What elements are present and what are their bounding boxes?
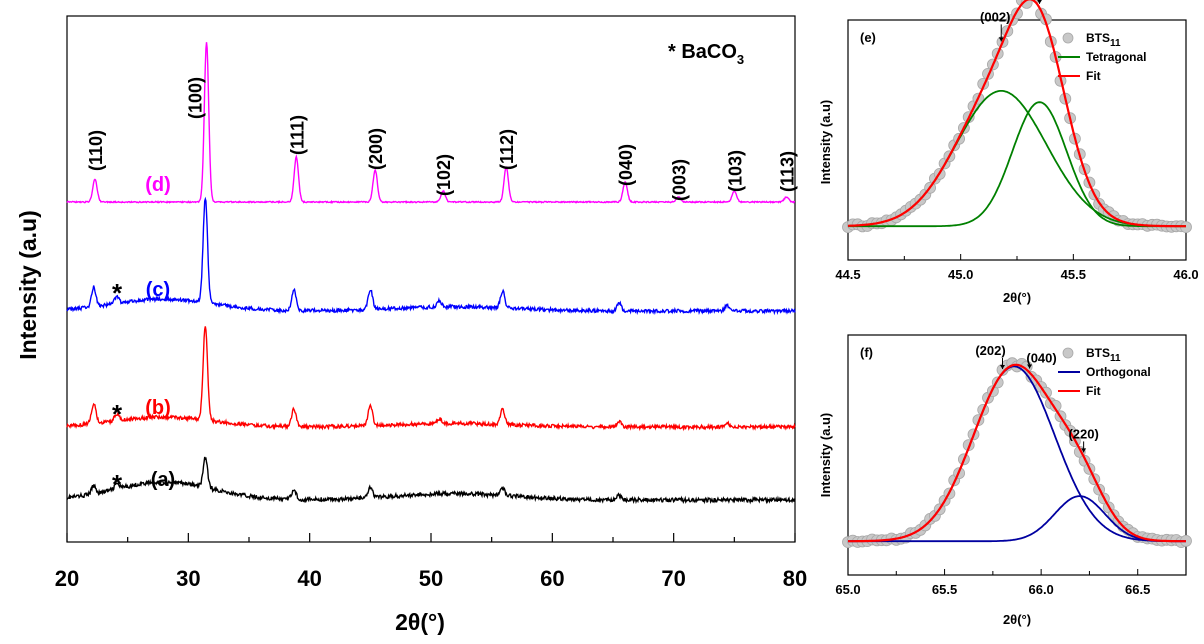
peak-label: (102): [434, 154, 454, 196]
e-x-tick-label: 45.5: [1061, 267, 1086, 282]
e-legend-label: BTS11: [1086, 31, 1121, 49]
series-line-2: [67, 199, 795, 313]
peak-label: (110): [86, 130, 106, 171]
panel-f-x-ticks: 65.0 65.5 66.0 66.5: [835, 569, 1150, 597]
e-legend-label: Tetragonal: [1086, 50, 1146, 64]
panel-e-y-axis-label: Intensity (a.u): [818, 100, 833, 185]
e-x-tick-label: 44.5: [835, 267, 860, 282]
f-legend-label: Fit: [1086, 384, 1101, 398]
panel-e-x-axis-label: 2θ(°): [1003, 290, 1031, 305]
f-component-curve-0: [848, 366, 1186, 541]
main-x-tick-label: 40: [297, 566, 321, 591]
panel-e-x-ticks: 44.5 45.0 45.5 46.0: [835, 254, 1198, 282]
main-x-tick-label: 70: [661, 566, 685, 591]
peak-label: (040): [616, 144, 636, 186]
panel-f-plot: [843, 358, 1192, 548]
e-legend-label: Fit: [1086, 69, 1101, 83]
series-label-0: (a): [151, 469, 175, 491]
f-legend-label: Orthogonal: [1086, 365, 1151, 379]
main-peak-labels: (110) (100) (111) (200) (102) (112) (040) (003)…: [86, 77, 798, 201]
panel-e: (e) 44.545.045.546.0 (002)(200) BTS11Tet…: [818, 0, 1199, 305]
e-x-tick-label: 45.0: [948, 267, 973, 282]
series-line-1: [67, 326, 795, 428]
main-x-tick-label: 60: [540, 566, 564, 591]
panel-f: (f) 65.0 65.5 66.0 66.5 (202) (040) (220) BTS…: [818, 335, 1192, 627]
main-x-tick-label: 20: [55, 566, 79, 591]
main-x-tick-label: 30: [176, 566, 200, 591]
baco3-legend-note: * BaCO3: [668, 41, 744, 67]
main-x-axis-label: 2θ(°): [395, 609, 445, 635]
baco3-star-marker: *: [112, 399, 123, 429]
main-y-axis-label: Intensity (a.u): [15, 210, 41, 360]
e-component-curve-0: [848, 91, 1186, 226]
main-x-tick-label: 80: [783, 566, 807, 591]
main-xrd-panel: 20 30 40 50 60 70 80 (110) (100) (111) (200) (102)…: [15, 16, 807, 635]
panel-e-plot: [843, 0, 1192, 233]
f-fit-curve: [848, 365, 1186, 541]
inset-peak-label: (002): [980, 9, 1010, 24]
inset-peak-label: (040): [1026, 351, 1056, 366]
main-plot-frame: [67, 16, 795, 542]
series-line-0: [67, 457, 795, 502]
f-legend-label: BTS11: [1086, 346, 1121, 364]
f-legend-marker: [1063, 348, 1073, 358]
series-label-3: (d): [145, 174, 171, 196]
panel-f-tag: (f): [860, 345, 873, 360]
peak-label: (103): [725, 150, 745, 192]
peak-label: (111): [287, 115, 307, 155]
e-fit-curve: [848, 0, 1186, 226]
panel-f-x-axis-label: 2θ(°): [1003, 612, 1031, 627]
f-x-tick-label: 66.0: [1028, 582, 1053, 597]
panel-e-tag: (e): [860, 30, 876, 45]
e-x-tick-label: 46.0: [1173, 267, 1198, 282]
series-label-2: (c): [146, 279, 170, 301]
peak-label: (113): [778, 151, 798, 192]
main-series-group: [67, 42, 795, 502]
f-x-tick-label: 65.5: [932, 582, 957, 597]
peak-label: (200): [366, 128, 386, 170]
main-series-labels: (a) (b) (c) (d): [145, 174, 175, 491]
baco3-star-marker: *: [112, 278, 123, 308]
peak-label: (100): [185, 77, 205, 119]
baco3-star-marker: *: [112, 469, 123, 499]
f-x-tick-label: 65.0: [835, 582, 860, 597]
peak-label: (112): [497, 129, 517, 170]
panel-f-y-axis-label: Intensity (a.u): [818, 413, 833, 498]
f-x-tick-label: 66.5: [1125, 582, 1150, 597]
e-legend-marker: [1063, 33, 1073, 43]
peak-label: (003): [670, 159, 690, 201]
inset-peak-label: (220): [1068, 426, 1098, 441]
main-x-tick-label: 50: [419, 566, 443, 591]
e-component-curve-1: [848, 102, 1186, 226]
main-star-markers: * * *: [112, 278, 123, 499]
inset-peak-label: (202): [975, 343, 1005, 358]
series-label-1: (b): [145, 397, 171, 419]
